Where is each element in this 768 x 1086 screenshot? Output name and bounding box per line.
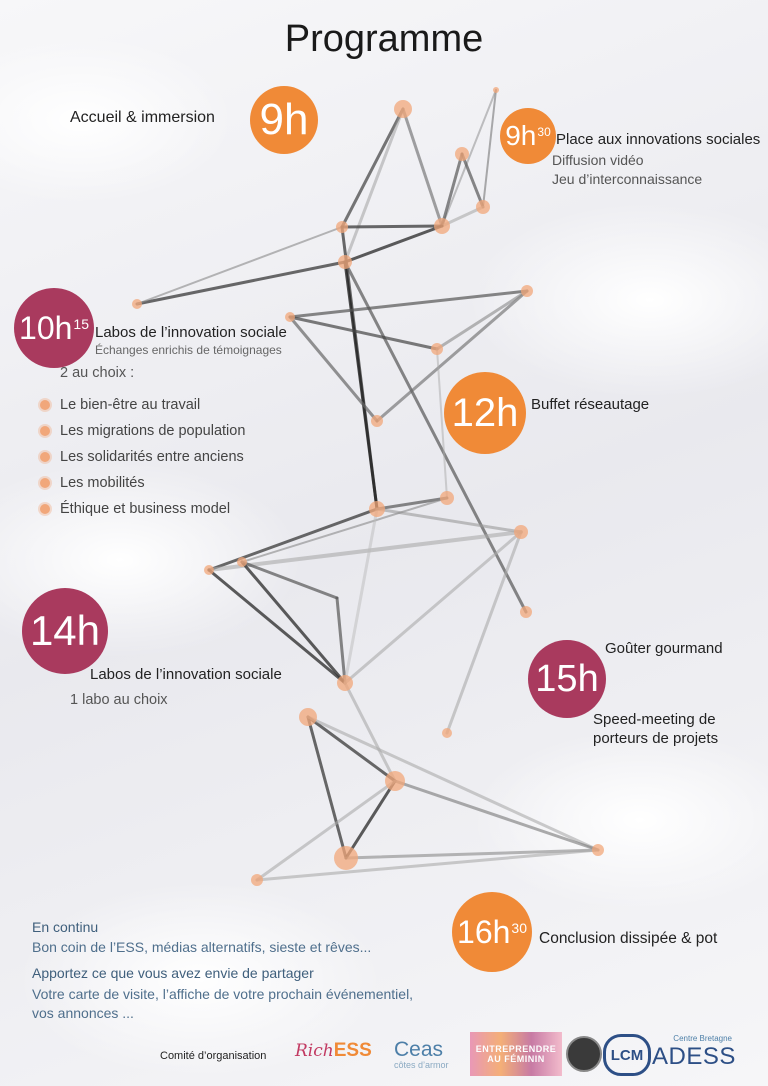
- badge-12h: 12h: [444, 372, 526, 454]
- entreprendre-logo-line2: AU FÉMININ: [487, 1054, 545, 1064]
- list-item: Le bien-être au travail: [40, 392, 245, 418]
- badge-16h30-time: 16h: [457, 914, 511, 950]
- block-15h-top: Goûter gourmand: [605, 640, 723, 657]
- block-9h30-label: Place aux innovations sociales: [556, 131, 761, 148]
- list-item-label: Le bien-être au travail: [60, 397, 201, 413]
- badge-9h30-sup: 30: [537, 125, 551, 139]
- richess-logo-b: ESS: [333, 1040, 372, 1061]
- bring-text-1: Votre carte de visite, l’affiche de votr…: [32, 986, 414, 1002]
- list-item: Les solidarités entre anciens: [40, 444, 245, 470]
- list-item: Les mobilités: [40, 470, 245, 496]
- adess-logo: Centre Bretagne ADESS: [652, 1034, 736, 1071]
- entreprendre-logo: ENTREPRENDRE AU FÉMININ: [470, 1032, 562, 1076]
- list-item-label: Les solidarités entre anciens: [60, 449, 244, 465]
- block-9h30-line1: Diffusion vidéo: [552, 152, 644, 168]
- continu-title: En continu: [32, 919, 99, 935]
- block-15h-bottom2: porteurs de projets: [593, 730, 719, 747]
- list-item-label: Les migrations de population: [60, 423, 246, 439]
- list-item-label: Éthique et business model: [60, 501, 231, 517]
- createur-seal-icon: [566, 1036, 602, 1072]
- committee-label: Comité d’organisation: [160, 1050, 267, 1062]
- continu-text: Bon coin de l’ESS, médias alternatifs, s…: [32, 939, 372, 955]
- lcm-logo-text: LCM: [610, 1046, 644, 1064]
- badge-9h-time: 9h: [259, 95, 309, 144]
- badge-16h30: 16h 30: [452, 892, 532, 972]
- bullet-dot-icon: [40, 400, 50, 410]
- adess-logo-sup: Centre Bretagne: [673, 1034, 732, 1043]
- badge-14h: 14h: [22, 588, 108, 674]
- badge-9h30: 9h 30: [500, 108, 556, 164]
- block-10h15-choice: 2 au choix :: [60, 365, 135, 381]
- bring-title: Apportez ce que vous avez envie de parta…: [32, 965, 314, 981]
- bullet-dot-icon: [40, 478, 50, 488]
- labos-list: Le bien-être au travail Les migrations d…: [40, 392, 245, 522]
- block-9h-label: Accueil & immersion: [70, 109, 215, 126]
- bring-text-2: vos annonces ...: [32, 1005, 134, 1021]
- block-12h-label: Buffet réseautage: [531, 396, 650, 413]
- bullet-dot-icon: [40, 426, 50, 436]
- ceas-logo-sub: côtes d’armor: [394, 1060, 449, 1070]
- badge-12h-time: 12h: [451, 391, 519, 435]
- richess-logo: RichESS: [295, 1040, 372, 1062]
- block-16h30-label: Conclusion dissipée & pot: [539, 930, 718, 947]
- block-10h15-subtitle: Échanges enrichis de témoignages: [95, 343, 282, 357]
- ceas-logo-text: Ceas: [394, 1038, 444, 1061]
- badge-14h-time: 14h: [29, 607, 101, 654]
- block-15h-bottom1: Speed-meeting de: [593, 711, 716, 728]
- badge-15h: 15h: [528, 640, 606, 718]
- badge-9h30-time: 9h: [505, 120, 537, 151]
- ceas-logo: Ceas côtes d’armor: [394, 1038, 464, 1070]
- list-item: Les migrations de population: [40, 418, 245, 444]
- lcm-logo: LCM: [603, 1034, 651, 1076]
- list-item-label: Les mobilités: [60, 475, 145, 491]
- badge-10h15: 10h 15: [14, 288, 94, 368]
- richess-logo-a: Rich: [295, 1041, 334, 1061]
- badge-16h30-sup: 30: [511, 920, 527, 936]
- block-10h15-label: Labos de l’innovation sociale: [95, 324, 287, 341]
- block-14h-label: Labos de l’innovation sociale: [90, 666, 282, 683]
- entreprendre-logo-line1: ENTREPRENDRE: [475, 1044, 557, 1054]
- badge-10h15-sup: 15: [73, 316, 89, 332]
- bullet-dot-icon: [40, 504, 50, 514]
- block-9h30-line2: Jeu d’interconnaissance: [552, 171, 703, 187]
- badge-15h-time: 15h: [535, 658, 599, 700]
- page-title: Programme: [284, 18, 484, 60]
- block-14h-sub: 1 labo au choix: [70, 692, 168, 708]
- adess-logo-text: ADESS: [652, 1043, 736, 1070]
- badge-10h15-time: 10h: [19, 310, 73, 346]
- bullet-dot-icon: [40, 452, 50, 462]
- list-item: Éthique et business model: [40, 496, 245, 522]
- badge-9h: 9h: [250, 86, 318, 154]
